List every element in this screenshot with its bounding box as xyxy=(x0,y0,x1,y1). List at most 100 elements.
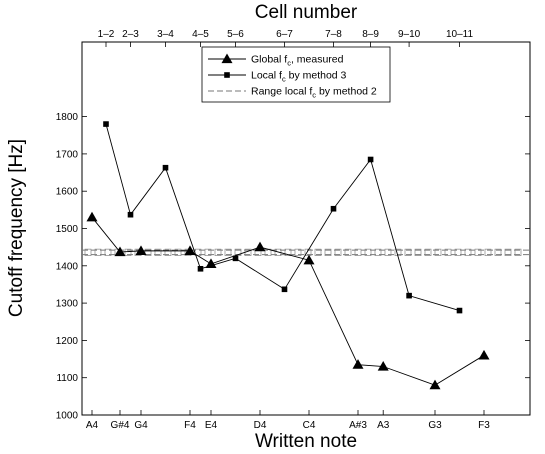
x-tick-label: G#4 xyxy=(111,420,130,431)
band-marker xyxy=(284,248,292,256)
band-marker xyxy=(204,248,212,256)
legend-label: Range local fc by method 2 xyxy=(251,86,377,100)
range-band xyxy=(82,248,530,256)
triangle-marker xyxy=(114,246,126,257)
y-tick-label: 1500 xyxy=(56,224,79,235)
x-tick-label: G4 xyxy=(134,420,148,431)
triangle-marker xyxy=(303,254,315,265)
band-marker xyxy=(294,248,302,256)
triangle-marker xyxy=(429,379,441,390)
y-tick-label: 1400 xyxy=(56,261,79,272)
triangle-marker xyxy=(254,241,266,252)
x2-tick-label: 9–10 xyxy=(398,29,421,40)
band-marker xyxy=(404,248,412,256)
y-tick-label: 1800 xyxy=(56,112,79,123)
band-marker xyxy=(104,248,112,256)
band-marker xyxy=(434,248,442,256)
x2-tick-label: 5–6 xyxy=(227,29,244,40)
square-marker xyxy=(367,156,374,163)
legend-label: Local fc by method 3 xyxy=(251,70,347,84)
axis-ticks: 1000 1100 1200 1300 1400 1500 1600 1700 1800 A4 G#… xyxy=(56,29,530,431)
square-marker xyxy=(456,307,463,314)
x2-tick-label: 6–7 xyxy=(276,29,293,40)
band-marker xyxy=(514,248,522,256)
x2-tick-label: 4–5 xyxy=(192,29,209,40)
square-marker xyxy=(103,121,109,127)
band-marker xyxy=(124,248,132,256)
square-marker xyxy=(330,205,337,212)
x2-tick-label: 3–4 xyxy=(157,29,174,40)
band-marker xyxy=(504,248,512,256)
series-layer xyxy=(86,121,490,390)
y-tick-label: 1100 xyxy=(56,373,78,384)
legend-box xyxy=(201,46,391,103)
band-marker xyxy=(374,248,382,256)
x-tick-label: A4 xyxy=(86,420,99,431)
x-tick-label: E4 xyxy=(205,420,218,431)
square-marker xyxy=(224,72,230,78)
triangle-marker xyxy=(221,53,233,64)
band-marker xyxy=(344,248,352,256)
x-tick-label: A#3 xyxy=(349,420,367,431)
band-marker xyxy=(384,248,392,256)
y-tick-label: 1700 xyxy=(56,149,79,160)
x-tick-label: D4 xyxy=(254,420,267,431)
x-tick-label: F3 xyxy=(478,420,490,431)
band-marker xyxy=(464,248,472,256)
band-marker xyxy=(454,248,462,256)
y-tick-label: 1000 xyxy=(56,411,79,422)
series-line-1 xyxy=(91,217,485,386)
band-marker xyxy=(494,248,502,256)
band-marker xyxy=(354,248,362,256)
band-marker xyxy=(224,248,232,256)
band-marker xyxy=(174,248,182,256)
x2-tick-label: 10–11 xyxy=(446,29,474,40)
x2-axis-title: Cell number xyxy=(255,2,358,23)
x2-tick-label: 7–8 xyxy=(325,29,342,40)
triangle-marker xyxy=(377,361,389,371)
band-marker xyxy=(324,248,332,256)
y-tick-label: 1600 xyxy=(56,187,79,198)
band-marker xyxy=(334,248,342,256)
triangle-marker xyxy=(135,245,147,256)
triangle-marker xyxy=(86,211,98,222)
band-marker xyxy=(314,248,322,256)
x2-tick-label: 2–3 xyxy=(122,29,139,40)
band-marker xyxy=(474,248,482,256)
square-marker xyxy=(406,292,412,299)
x-axis-title: Written note xyxy=(255,431,357,452)
triangle-marker xyxy=(184,245,196,256)
band-marker xyxy=(444,248,452,256)
band-marker xyxy=(94,248,102,256)
square-marker xyxy=(281,286,288,293)
band-marker xyxy=(424,248,432,256)
legend-label: Global fc, measured xyxy=(251,54,344,68)
band-marker xyxy=(164,248,172,256)
triangle-marker xyxy=(352,359,364,369)
square-marker xyxy=(197,265,204,272)
triangle-marker xyxy=(205,258,217,269)
y-axis-title: Cutoff frequency [Hz] xyxy=(6,139,27,317)
legend: Global fc, measured Local fc by method 3 R… xyxy=(201,46,391,103)
band-marker xyxy=(304,248,312,256)
square-marker xyxy=(232,255,239,262)
x-tick-label: G3 xyxy=(428,420,442,431)
square-marker xyxy=(127,211,134,218)
series-line-2 xyxy=(105,123,460,311)
band-marker xyxy=(214,248,222,256)
band-marker xyxy=(84,248,92,256)
y-tick-label: 1300 xyxy=(56,299,79,310)
band-marker xyxy=(364,248,372,256)
x-tick-label: F4 xyxy=(184,420,196,431)
y-tick-label: 1200 xyxy=(56,336,79,347)
band-marker xyxy=(414,248,422,256)
square-marker xyxy=(162,164,169,171)
x2-tick-label: 1–2 xyxy=(98,29,115,40)
band-marker xyxy=(484,248,492,256)
triangle-marker xyxy=(478,349,490,360)
band-marker xyxy=(154,248,162,256)
x-tick-label: A3 xyxy=(377,420,390,431)
x2-tick-label: 8–9 xyxy=(362,29,379,40)
x-tick-label: C4 xyxy=(303,420,316,431)
